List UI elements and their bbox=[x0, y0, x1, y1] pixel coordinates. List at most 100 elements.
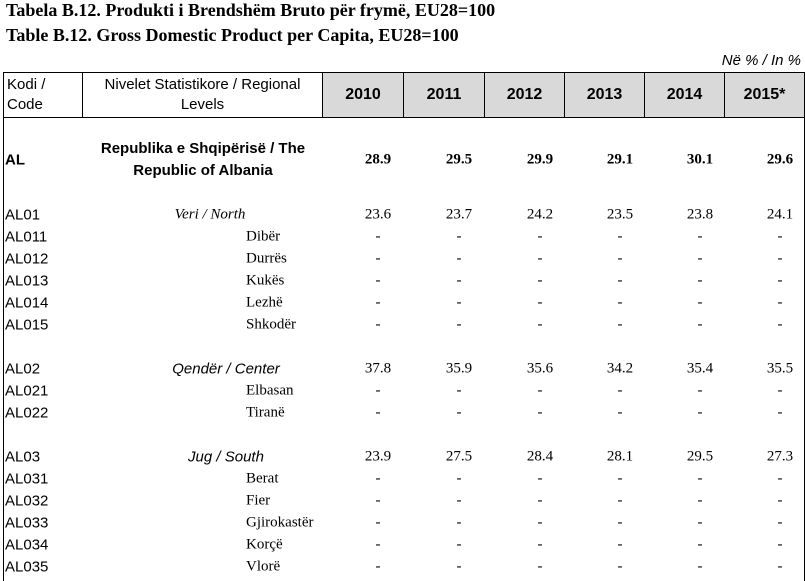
region-name: Veri / North bbox=[174, 206, 246, 223]
value-cell: - bbox=[777, 228, 783, 245]
value-cell: - bbox=[375, 382, 381, 399]
value-cell: - bbox=[697, 250, 703, 267]
value-cell: - bbox=[375, 272, 381, 289]
value-cell: - bbox=[777, 558, 783, 575]
region-code: AL03 bbox=[5, 448, 41, 466]
value-cell: - bbox=[617, 228, 623, 245]
header-year: 2010 bbox=[323, 72, 404, 118]
value-cell: - bbox=[697, 272, 703, 289]
value-cell: - bbox=[375, 250, 381, 267]
value-cell: - bbox=[697, 470, 703, 487]
unit-note: Në % / In % bbox=[721, 52, 801, 69]
value-cell: - bbox=[537, 272, 543, 289]
value-cell: - bbox=[537, 316, 543, 333]
prefecture-name: Dibër bbox=[246, 228, 281, 245]
value-cell: - bbox=[777, 272, 783, 289]
value-cell: - bbox=[617, 558, 623, 575]
value-cell: 27.5 bbox=[445, 448, 473, 465]
region-name: Jug / South bbox=[188, 448, 264, 466]
region-name: Qendër / Center bbox=[172, 360, 280, 378]
value-cell: 28.1 bbox=[606, 448, 634, 465]
value-cell: - bbox=[697, 404, 703, 421]
value-cell: - bbox=[777, 514, 783, 531]
value-cell: - bbox=[697, 382, 703, 399]
prefecture-name: Vlorë bbox=[246, 558, 281, 575]
prefecture-code: AL033 bbox=[5, 514, 49, 532]
value-cell: - bbox=[617, 536, 623, 553]
value-cell: - bbox=[456, 228, 462, 245]
value-cell: - bbox=[617, 294, 623, 311]
value-cell: - bbox=[617, 316, 623, 333]
value-cell: - bbox=[375, 558, 381, 575]
value-cell: - bbox=[777, 404, 783, 421]
prefecture-code: AL012 bbox=[5, 250, 49, 268]
value-cell: - bbox=[537, 228, 543, 245]
prefecture-name: Berat bbox=[246, 470, 279, 487]
value-cell: - bbox=[456, 250, 462, 267]
prefecture-code: AL014 bbox=[5, 294, 49, 312]
prefecture-code: AL034 bbox=[5, 536, 49, 554]
title-en: Table B.12. Gross Domestic Product per C… bbox=[6, 25, 459, 45]
value-cell: - bbox=[456, 404, 462, 421]
value-cell: - bbox=[617, 404, 623, 421]
prefecture-name: Korçë bbox=[246, 536, 283, 553]
value-cell: - bbox=[617, 272, 623, 289]
country-name: Republika e Shqipërisë / The Republic of… bbox=[100, 140, 306, 179]
prefecture-name: Gjirokastër bbox=[246, 514, 314, 531]
value-cell: - bbox=[537, 492, 543, 509]
value-cell: 23.8 bbox=[686, 206, 714, 223]
value-cell: - bbox=[617, 250, 623, 267]
value-cell: - bbox=[375, 228, 381, 245]
value-cell: - bbox=[537, 558, 543, 575]
value-cell: - bbox=[697, 294, 703, 311]
prefecture-name: Tiranë bbox=[246, 404, 285, 421]
value-cell: - bbox=[537, 294, 543, 311]
value-cell: - bbox=[456, 470, 462, 487]
prefecture-code: AL031 bbox=[5, 470, 49, 488]
value-cell: 23.5 bbox=[606, 206, 634, 223]
value-cell: 34.2 bbox=[606, 360, 634, 377]
value-cell: 29.1 bbox=[606, 151, 634, 168]
value-cell: 35.4 bbox=[686, 360, 714, 377]
title-sq: Tabela B.12. Produkti i Brendshëm Bruto … bbox=[6, 0, 496, 20]
value-cell: - bbox=[456, 536, 462, 553]
value-cell: - bbox=[697, 316, 703, 333]
value-cell: - bbox=[375, 470, 381, 487]
value-cell: - bbox=[456, 382, 462, 399]
prefecture-code: AL011 bbox=[5, 228, 48, 246]
value-cell: 24.1 bbox=[766, 206, 794, 223]
value-cell: 23.7 bbox=[445, 206, 473, 223]
region-code: AL02 bbox=[5, 360, 41, 378]
value-cell: - bbox=[777, 250, 783, 267]
header-year: 2012 bbox=[485, 72, 565, 118]
header-level: Nivelet Statistikore / Regional Levels bbox=[83, 72, 323, 118]
value-cell: 24.2 bbox=[526, 206, 554, 223]
value-cell: 35.9 bbox=[445, 360, 473, 377]
prefecture-code: AL032 bbox=[5, 492, 49, 510]
country-code: AL bbox=[5, 151, 25, 169]
value-cell: - bbox=[777, 470, 783, 487]
value-cell: - bbox=[777, 294, 783, 311]
prefecture-name: Shkodër bbox=[246, 316, 296, 333]
prefecture-code: AL035 bbox=[5, 558, 49, 576]
header-year: 2014 bbox=[645, 72, 725, 118]
prefecture-name: Elbasan bbox=[246, 382, 294, 399]
value-cell: - bbox=[375, 294, 381, 311]
value-cell: - bbox=[537, 536, 543, 553]
region-code: AL01 bbox=[5, 206, 41, 224]
value-cell: 35.5 bbox=[766, 360, 794, 377]
value-cell: - bbox=[537, 470, 543, 487]
value-cell: - bbox=[777, 536, 783, 553]
value-cell: - bbox=[375, 404, 381, 421]
value-cell: 35.6 bbox=[526, 360, 554, 377]
value-cell: - bbox=[697, 514, 703, 531]
value-cell: - bbox=[456, 294, 462, 311]
value-cell: - bbox=[617, 382, 623, 399]
header-year: 2011 bbox=[404, 72, 485, 118]
value-cell: 27.3 bbox=[766, 448, 794, 465]
value-cell: - bbox=[617, 514, 623, 531]
value-cell: - bbox=[375, 514, 381, 531]
left-border bbox=[3, 72, 4, 581]
value-cell: - bbox=[456, 492, 462, 509]
